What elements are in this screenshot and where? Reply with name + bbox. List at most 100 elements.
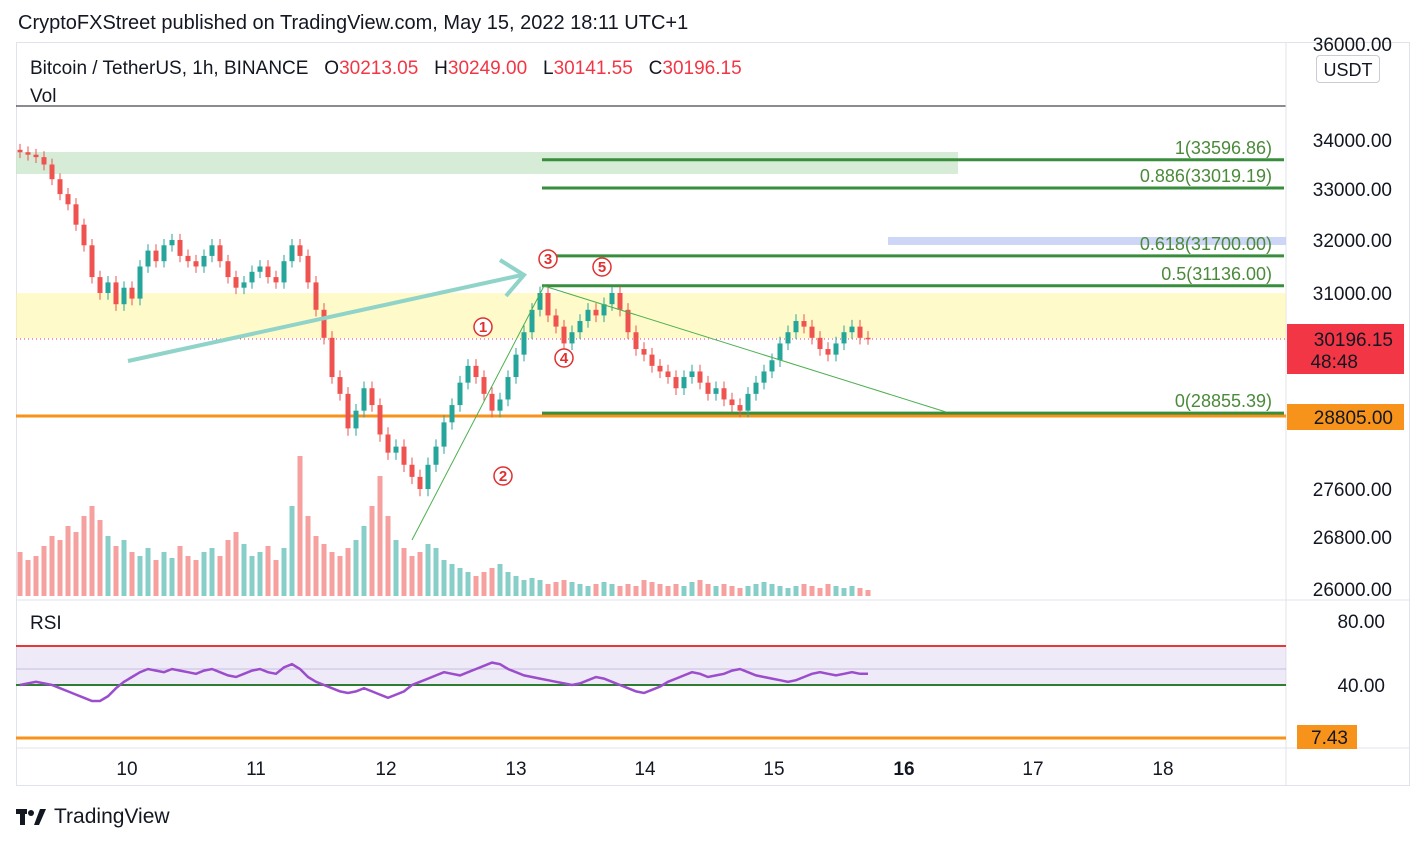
- rsi-tick-label: 80.00: [1337, 612, 1385, 633]
- trend-arrow-head: [498, 258, 528, 298]
- candle-body: [729, 399, 735, 406]
- candle-body: [769, 360, 775, 372]
- volume-bar: [777, 586, 783, 596]
- volume-bar: [105, 536, 111, 596]
- volume-bar: [137, 556, 143, 596]
- candle-body: [521, 332, 527, 355]
- candle-body: [673, 377, 679, 389]
- candle-body: [257, 266, 263, 272]
- volume-bar: [425, 544, 431, 596]
- volume-bar: [737, 588, 743, 596]
- volume-bar: [593, 584, 599, 596]
- time-tick-label: 15: [763, 759, 784, 780]
- candle-body: [329, 337, 335, 378]
- fib-level-label: 0.618(31700.00): [1140, 234, 1272, 254]
- candle-body: [137, 266, 143, 299]
- open-label: O: [324, 58, 340, 79]
- time-tick-label: 16: [893, 759, 914, 780]
- price-tick-label: 33000.00: [1313, 180, 1392, 201]
- volume-bar: [729, 586, 735, 596]
- volume-bar: [361, 526, 367, 596]
- price-tick-label: 32000.00: [1313, 231, 1392, 252]
- high-label: H: [434, 58, 448, 79]
- candle-body: [713, 388, 719, 394]
- candle-body: [233, 277, 239, 288]
- price-tick-label: 31000.00: [1313, 284, 1392, 305]
- candle-body: [377, 405, 383, 435]
- candle-body: [441, 422, 447, 447]
- volume-bar: [337, 556, 343, 596]
- volume-bar: [681, 586, 687, 596]
- fib-level-label: 1(33596.86): [1175, 138, 1272, 158]
- volume-bar: [201, 552, 207, 596]
- candle-body: [817, 337, 823, 350]
- volume-bar: [713, 586, 719, 596]
- volume-bar: [121, 540, 127, 596]
- candle-body: [481, 377, 487, 394]
- volume-bar: [129, 552, 135, 596]
- volume-bar: [457, 568, 463, 596]
- candle-body: [153, 250, 159, 262]
- volume-bar: [97, 520, 103, 596]
- volume-bar: [497, 564, 503, 596]
- footer-logo[interactable]: TradingView: [16, 805, 170, 829]
- volume-bar: [41, 546, 47, 596]
- volume-bar: [545, 584, 551, 596]
- wave-marker: [592, 257, 612, 277]
- candle-body: [465, 365, 471, 383]
- volume-bar: [321, 544, 327, 596]
- volume-bar: [465, 572, 471, 596]
- price-tick-label: 27600.00: [1313, 480, 1392, 501]
- volume-bar: [601, 582, 607, 596]
- candle-body: [73, 204, 79, 225]
- volume-bar: [17, 552, 23, 596]
- candle-body: [121, 287, 127, 305]
- volume-bar: [209, 548, 215, 596]
- volume-bar: [665, 586, 671, 596]
- candle-body: [841, 332, 847, 344]
- candle-body: [649, 354, 655, 366]
- candle-body: [145, 250, 151, 267]
- candle-body: [849, 326, 855, 333]
- volume-bar: [433, 548, 439, 596]
- candle-body: [857, 326, 863, 338]
- candle-body: [33, 154, 39, 158]
- fib-level-label: 0.886(33019.19): [1140, 166, 1272, 186]
- fib-level-label: 0(28855.39): [1175, 391, 1272, 411]
- price-tick-label: 26800.00: [1313, 528, 1392, 549]
- currency-badge[interactable]: USDT: [1316, 55, 1380, 83]
- volume-bar: [73, 532, 79, 596]
- candle-body: [449, 405, 455, 423]
- candle-body: [81, 224, 87, 246]
- volume-bar: [689, 582, 695, 596]
- volume-bar: [297, 456, 303, 596]
- candle-body: [593, 309, 599, 316]
- candle-body: [129, 287, 135, 299]
- rsi-tick-label: 40.00: [1337, 676, 1385, 697]
- bar-countdown: 48:48: [1310, 352, 1358, 373]
- candle-body: [401, 446, 407, 465]
- volume-bar: [81, 516, 87, 596]
- wave-label: 1: [479, 319, 487, 336]
- candle-body: [369, 388, 375, 406]
- volume-bar: [753, 584, 759, 596]
- close-value: 30196.15: [662, 58, 742, 79]
- current-price-value: 30196.15: [1314, 330, 1393, 351]
- volume-bar: [625, 584, 631, 596]
- volume-bar: [377, 476, 383, 596]
- volume-bar: [537, 580, 543, 596]
- volume-bar: [809, 586, 815, 596]
- time-tick-label: 17: [1022, 759, 1043, 780]
- candle-body: [825, 349, 831, 355]
- volume-bar: [801, 584, 807, 596]
- candle-body: [89, 245, 95, 278]
- candle-body: [753, 382, 759, 394]
- volume-bar: [825, 584, 831, 596]
- candle-body: [473, 365, 479, 378]
- candle-body: [417, 476, 423, 489]
- candle-body: [865, 337, 871, 340]
- candle-body: [809, 326, 815, 338]
- candle-body: [225, 261, 231, 278]
- volume-bar: [273, 560, 279, 596]
